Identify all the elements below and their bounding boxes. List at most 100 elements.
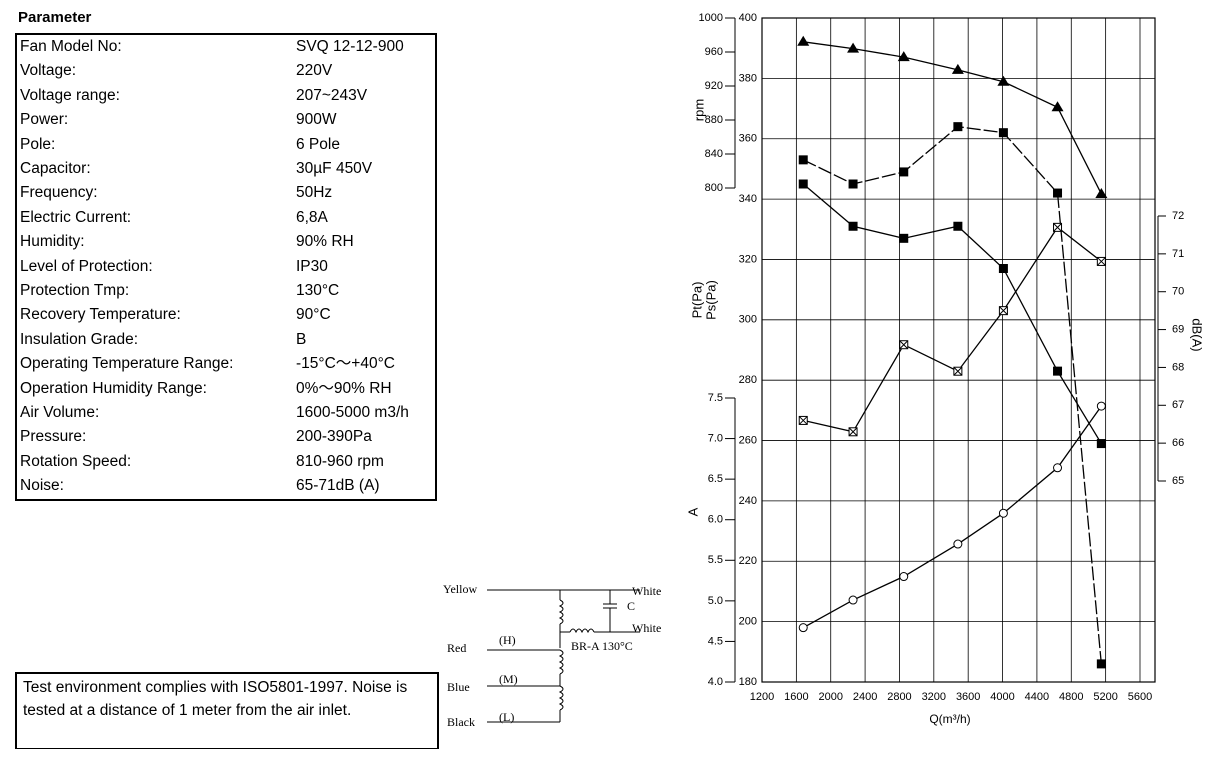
x-tick-label: 4800 xyxy=(1059,691,1083,703)
axis-label: Ps(Pa) xyxy=(703,280,718,320)
y4-tick-label: 65 xyxy=(1172,475,1184,487)
table-row: Level of Protection: IP30 xyxy=(17,255,435,279)
marker-cross xyxy=(899,340,909,350)
x-tick-label: 4400 xyxy=(1025,691,1049,703)
table-row: Power: 900W xyxy=(17,108,435,132)
marker xyxy=(951,63,964,74)
marker xyxy=(1051,101,1064,112)
y3-tick-label: 5.5 xyxy=(708,554,723,566)
param-value: 6 Pole xyxy=(296,135,340,153)
axis-label: rpm xyxy=(691,99,706,121)
white-label: White xyxy=(632,621,661,635)
table-row: Frequency: 50Hz xyxy=(17,181,435,205)
table-row: Recovery Temperature: 90°C xyxy=(17,303,435,327)
marker-box xyxy=(848,427,858,437)
marker-cross xyxy=(1096,257,1106,266)
y4-tick-label: 67 xyxy=(1172,399,1184,411)
marker xyxy=(847,42,860,53)
marker xyxy=(1095,187,1108,198)
param-name: Frequency: xyxy=(20,184,98,202)
marker-box xyxy=(1053,222,1063,232)
marker xyxy=(797,35,810,46)
x-tick-label: 2000 xyxy=(818,691,842,703)
y-tick-label: 360 xyxy=(739,133,757,145)
marker-cross xyxy=(999,306,1008,315)
lead-label: Yellow xyxy=(443,582,477,596)
param-name: Operating Temperature Range: xyxy=(20,355,234,373)
param-value: SVQ 12-12-900 xyxy=(296,38,404,55)
y4-tick-label: 68 xyxy=(1172,361,1184,373)
x-tick-label: 1200 xyxy=(750,691,774,703)
marker xyxy=(1096,256,1106,266)
y3-tick-label: 6.5 xyxy=(708,473,723,485)
x-tick-label: 5600 xyxy=(1128,691,1152,703)
marker-box xyxy=(998,306,1008,316)
table-row: Protection Tmp: 130°C xyxy=(17,279,435,303)
series-line xyxy=(802,405,1102,629)
y3-tick-label: 4.0 xyxy=(708,676,723,688)
marker xyxy=(798,623,808,633)
tap-label: (M) xyxy=(499,672,518,686)
param-name: Electric Current: xyxy=(20,208,132,226)
capacitor-label: C xyxy=(627,599,635,613)
marker xyxy=(1053,188,1063,198)
param-value: 130°C xyxy=(296,282,340,299)
marker xyxy=(897,51,910,62)
y2-tick-label: 1000 xyxy=(699,12,723,24)
param-value: 90% RH xyxy=(296,233,354,251)
y-tick-label: 240 xyxy=(739,495,757,507)
y3-tick-label: 5.0 xyxy=(708,595,723,607)
param-name: Operation Humidity Range: xyxy=(20,379,207,397)
marker xyxy=(798,179,808,189)
marker xyxy=(998,128,1008,138)
param-value: B xyxy=(296,330,307,348)
white-label: White xyxy=(632,584,661,598)
marker xyxy=(1096,401,1106,411)
marker xyxy=(953,221,963,231)
lead-label: Blue xyxy=(447,680,470,694)
marker xyxy=(998,306,1008,316)
y3-tick-label: 7.5 xyxy=(708,392,723,404)
marker xyxy=(848,221,858,231)
param-value: 6,8A xyxy=(296,208,328,226)
y4-tick-label: 71 xyxy=(1172,248,1184,260)
y-tick-label: 280 xyxy=(739,374,757,386)
table-row: Operation Humidity Range: 0%～90% RH xyxy=(17,377,435,401)
marker xyxy=(798,415,808,425)
param-value: 30µF 450V xyxy=(296,160,373,177)
marker xyxy=(899,167,909,177)
y4-tick-label: 69 xyxy=(1172,323,1184,335)
table-row: Humidity: 90% RH xyxy=(17,230,435,254)
y4-tick-label: 70 xyxy=(1172,286,1184,298)
param-name: Pole: xyxy=(20,135,56,153)
marker xyxy=(998,264,1008,274)
param-name: Recovery Temperature: xyxy=(20,306,181,324)
param-value: 0%～90% RH xyxy=(296,379,392,397)
y2-tick-label: 920 xyxy=(705,80,723,92)
marker-box xyxy=(1096,256,1106,266)
marker xyxy=(953,366,963,376)
param-name: Humidity: xyxy=(20,233,85,251)
y3-tick-label: 7.0 xyxy=(708,432,723,444)
param-name: Voltage: xyxy=(20,62,77,80)
x-tick-label: 3600 xyxy=(956,691,980,703)
table-row: Pressure: 200-390Pa xyxy=(17,425,435,449)
series-line xyxy=(802,125,1102,664)
table-row: Operating Temperature Range: -15°C～+40°C xyxy=(17,352,435,376)
marker-cross xyxy=(1053,223,1062,232)
y-tick-label: 180 xyxy=(739,676,757,688)
table-row: Capacitor: 30µF 450V xyxy=(17,157,435,181)
table-row: Air Volume: 1600-5000 m3/h xyxy=(17,401,435,425)
axis-label: Pt(Pa) xyxy=(689,282,704,319)
lead-label: Black xyxy=(447,715,475,729)
y-tick-label: 340 xyxy=(739,193,757,205)
table-row: Fan Model No: SVQ 12-12-900 xyxy=(17,35,435,59)
marker xyxy=(1096,439,1106,449)
y-tick-label: 200 xyxy=(739,616,757,628)
y-tick-label: 380 xyxy=(739,72,757,84)
marker xyxy=(1053,222,1063,232)
marker xyxy=(798,155,808,165)
marker xyxy=(848,595,858,605)
y3-tick-label: 6.0 xyxy=(708,514,723,526)
marker xyxy=(1053,366,1063,376)
